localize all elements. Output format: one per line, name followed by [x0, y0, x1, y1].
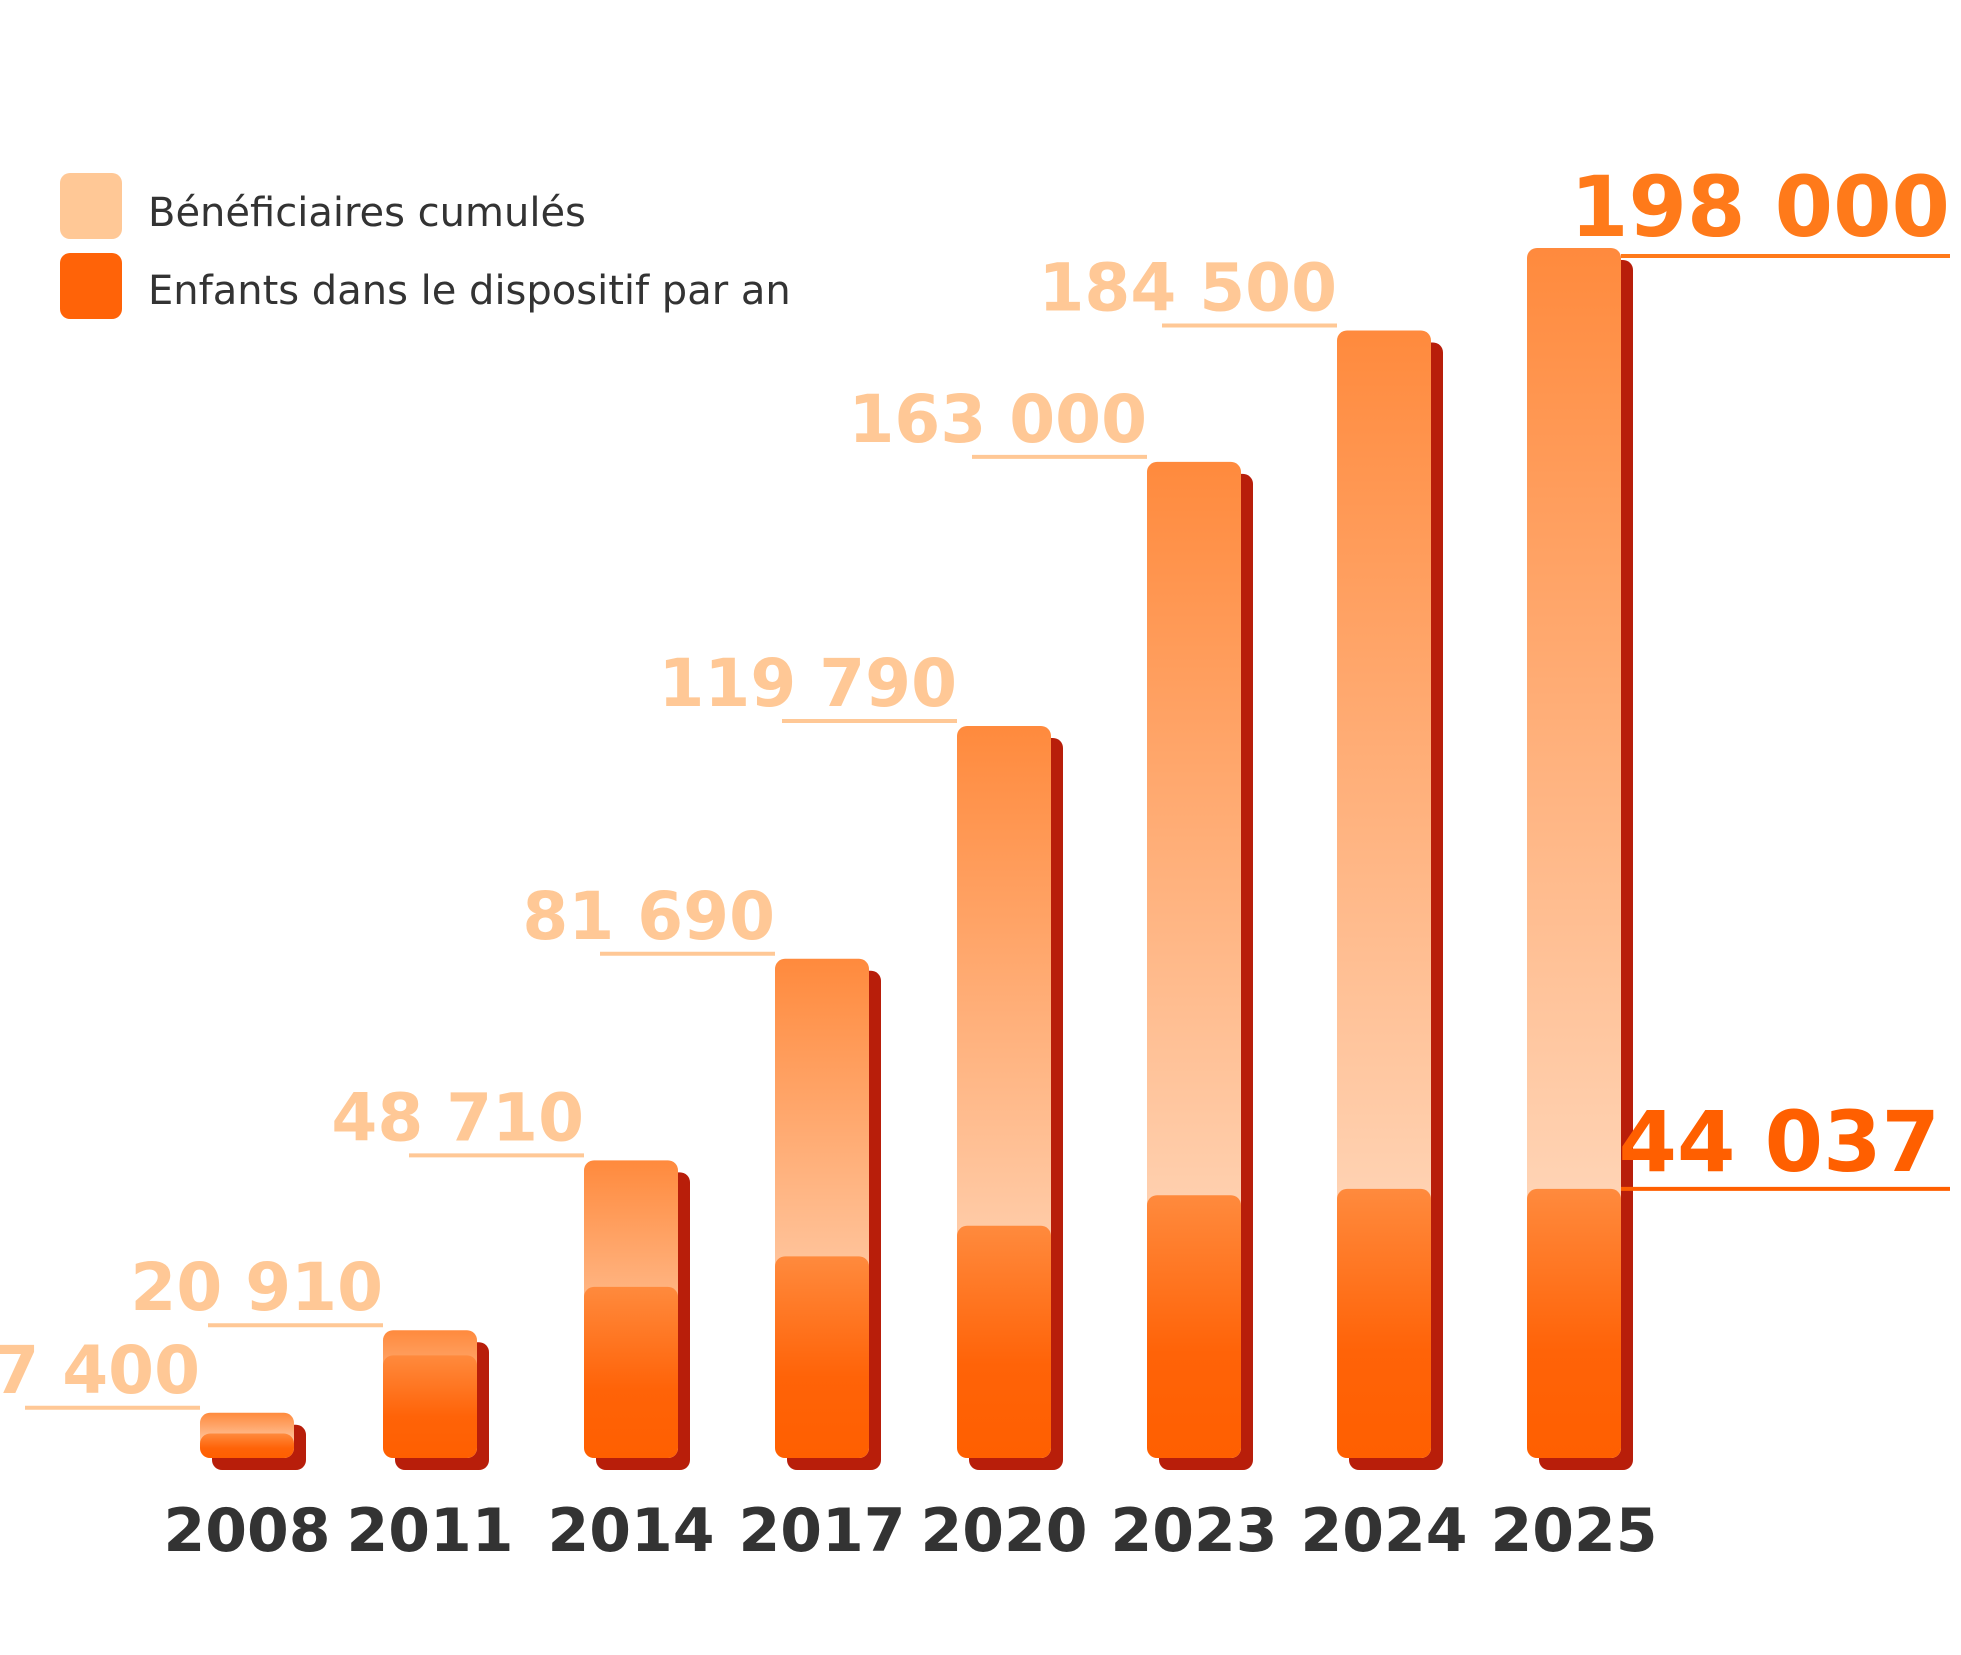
legend-swatch-annual — [60, 253, 122, 319]
x-tick-label-2011: 2011 — [347, 1496, 514, 1566]
legend: Bénéficiaires cumulés Enfants dans le di… — [60, 173, 791, 319]
data-label-cumulative-2011: 20 910 — [130, 1249, 383, 1326]
bar-annual-2017 — [775, 1256, 869, 1458]
bar-annual-2014 — [584, 1286, 678, 1458]
data-label-annual-2025: 44 037 — [1619, 1093, 1940, 1191]
legend-label-annual: Enfants dans le dispositif par an — [148, 268, 791, 314]
bar-annual-2011 — [383, 1355, 477, 1458]
x-tick-label-2024: 2024 — [1301, 1496, 1468, 1566]
bar-annual-2024 — [1337, 1188, 1431, 1458]
bar-annual-2023 — [1147, 1195, 1241, 1458]
bars-layer — [200, 248, 1633, 1470]
data-label-cumulative-2008: 7 400 — [0, 1332, 200, 1409]
data-label-cumulative-2024: 184 500 — [1038, 250, 1337, 327]
legend-swatch-cumulative — [60, 173, 122, 239]
data-label-cumulative-2020: 119 790 — [658, 645, 957, 722]
bar-annual-2008 — [200, 1433, 294, 1458]
x-tick-label-2008: 2008 — [164, 1496, 331, 1566]
x-tick-label-2025: 2025 — [1491, 1496, 1658, 1566]
bar-cumulative-2025 — [1527, 248, 1621, 1458]
x-tick-label-2017: 2017 — [739, 1496, 906, 1566]
year-labels-layer: 2008 2011 2014 2017 2020 2023 2024 2025 — [164, 1496, 1658, 1566]
legend-label-cumulative: Bénéficiaires cumulés — [148, 190, 586, 236]
data-label-cumulative-2023: 163 000 — [848, 381, 1147, 458]
x-tick-label-2023: 2023 — [1111, 1496, 1278, 1566]
x-tick-label-2014: 2014 — [548, 1496, 715, 1566]
data-label-cumulative-2017: 81 690 — [522, 878, 775, 955]
bar-annual-2025 — [1527, 1188, 1621, 1458]
x-tick-label-2020: 2020 — [921, 1496, 1088, 1566]
bar-cumulative-2024 — [1337, 330, 1431, 1458]
bar-annual-2020 — [957, 1225, 1051, 1458]
data-label-cumulative-2025: 198 000 — [1570, 158, 1950, 256]
data-label-cumulative-2014: 48 710 — [331, 1079, 584, 1156]
